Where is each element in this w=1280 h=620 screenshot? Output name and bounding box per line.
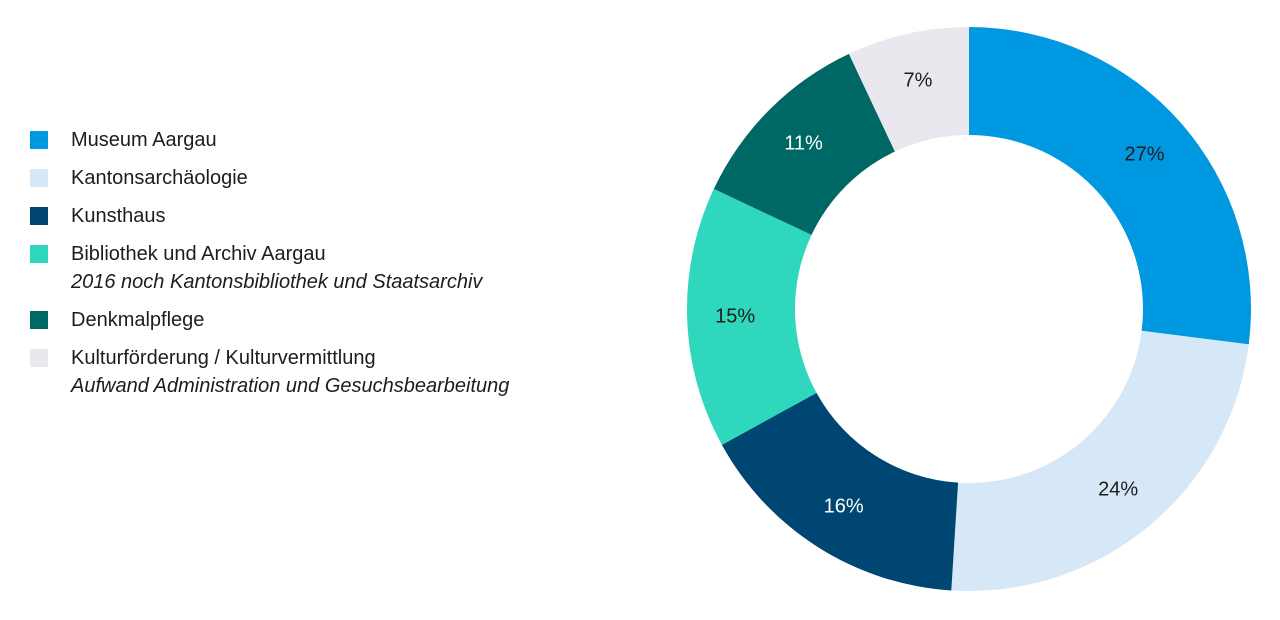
legend-item: Kulturförderung / Kulturvermittlung Aufwa… (30, 344, 630, 400)
donut-slice (848, 27, 969, 152)
legend-sublabel: 2016 noch Kantonsbibliothek und Staatsar… (71, 271, 483, 293)
slice-value-label: 24% (1098, 478, 1138, 500)
slice-value-label: 11% (784, 133, 823, 155)
legend-swatch (30, 349, 48, 367)
donut-slice (713, 53, 895, 235)
legend-item: Denkmalpflege (30, 306, 630, 334)
legend-swatch (30, 311, 48, 329)
legend-label: Kunsthaus (71, 205, 166, 227)
donut-slice (969, 27, 1252, 345)
donut-slice (687, 188, 817, 445)
legend-swatch (30, 169, 48, 187)
slice-value-label: 27% (1125, 143, 1165, 165)
legend-label: Kantonsarchäologie (71, 167, 248, 189)
legend-item: Museum Aargau (30, 126, 630, 154)
legend-label: Museum Aargau (71, 129, 217, 151)
chart-legend: Museum Aargau Kantonsarchäologie Kunsthaus… (30, 126, 630, 410)
legend-label: Bibliothek und Archiv Aargau (71, 243, 326, 265)
legend-swatch (30, 245, 48, 263)
donut-slice (951, 330, 1249, 592)
legend-label: Kulturförderung / Kulturvermittlung (71, 347, 376, 369)
slice-value-label: 16% (824, 496, 864, 518)
legend-item: Kantonsarchäologie (30, 164, 630, 192)
legend-swatch (30, 207, 48, 225)
legend-label: Denkmalpflege (71, 309, 205, 331)
legend-swatch (30, 131, 48, 149)
slice-value-label: 7% (904, 70, 933, 92)
donut-slice (721, 392, 959, 591)
legend-sublabel: Aufwand Administration und Gesuchsbearbe… (71, 375, 510, 397)
legend-item: Bibliothek und Archiv Aargau 2016 noch Ka… (30, 240, 630, 296)
slice-value-label: 15% (715, 305, 755, 327)
legend-item: Kunsthaus (30, 202, 630, 230)
